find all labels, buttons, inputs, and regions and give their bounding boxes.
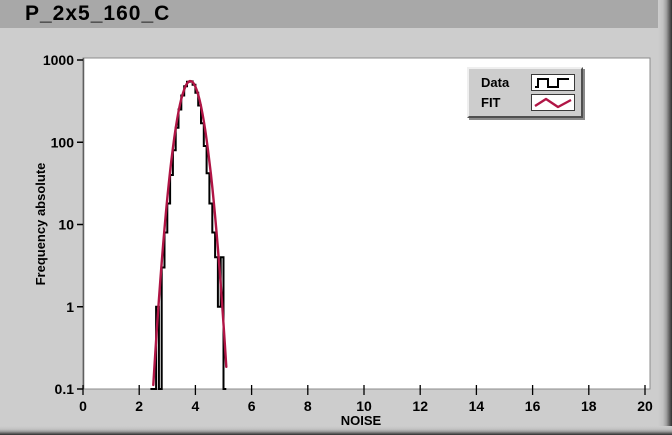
window-title: P_2x5_160_C [25,2,171,25]
fit-series-line [152,79,228,387]
x-tick-label: 0 [79,398,87,414]
data-step-line-icon[interactable] [531,74,575,91]
x-tick-label: 8 [304,398,312,414]
y-tick-label: 1000 [43,52,74,68]
x-tick-label: 4 [192,398,200,414]
legend-row-data[interactable]: Data [481,73,575,92]
x-tick-label: 10 [356,398,372,414]
x-tick-label: 18 [581,398,597,414]
y-tick-label: 100 [51,134,75,150]
legend-label-fit: FIT [481,95,501,110]
axis-ticks: 0 2 4 6 8 10 12 14 16 18 20 1000 100 10 1 0.1 [43,52,653,414]
x-tick-label: 6 [248,398,256,414]
y-tick-label: 0.1 [55,381,75,397]
legend-row-fit[interactable]: FIT [481,93,575,112]
x-tick-label: 20 [637,398,653,414]
y-tick-label: 1 [66,299,74,315]
x-tick-label: 16 [525,398,541,414]
x-axis-title: NOISE [341,413,382,428]
x-tick-label: 14 [469,398,485,414]
legend-label-data: Data [481,75,510,90]
window-bevel-right [658,0,672,435]
x-tick-label: 2 [135,398,143,414]
fit-zigzag-line-icon[interactable] [531,94,575,111]
x-tick-label: 12 [412,398,428,414]
y-tick-label: 10 [58,217,74,233]
title-bar: P_2x5_160_C [0,0,672,28]
y-axis-title: Frequency absolute [33,163,48,286]
window-bevel-bottom [0,426,672,435]
plot-legend[interactable]: Data FIT [467,67,583,118]
